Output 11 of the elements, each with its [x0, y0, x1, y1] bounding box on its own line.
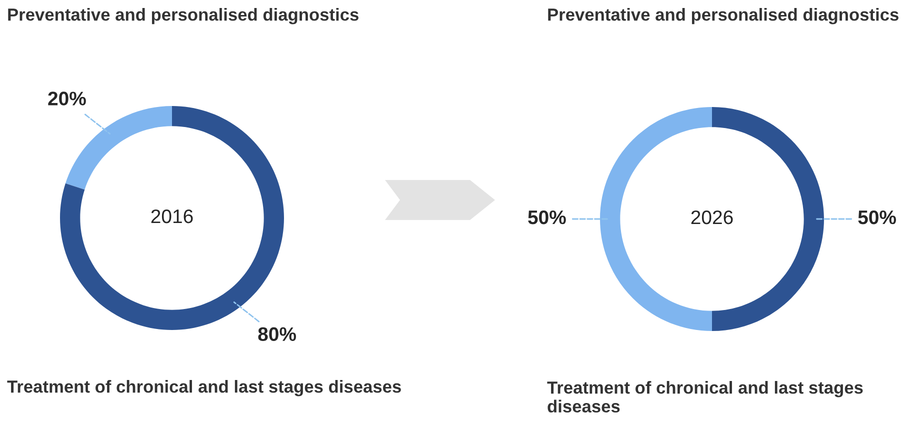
data-label: 80%	[258, 327, 296, 342]
slice-label: Preventative and personalised diagnostics	[8, 8, 358, 24]
data-label: 20%	[48, 92, 86, 106]
text: 2016	[151, 209, 193, 224]
donut-slice	[65, 106, 172, 190]
text: 2026	[691, 210, 733, 224]
data-label: 50%	[528, 210, 566, 224]
data-label: 50%	[858, 210, 896, 224]
slice-label: Treatment of chronical and last stages diseases	[7, 380, 401, 396]
slice-label: Treatment of chronical and last stages diseases	[547, 381, 863, 413]
slice-label: Preventative and personalised diagnostics	[548, 8, 898, 24]
